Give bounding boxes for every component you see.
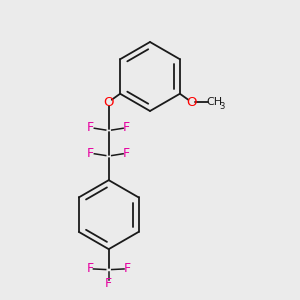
Text: F: F xyxy=(123,147,130,160)
Text: F: F xyxy=(86,262,93,275)
Text: 3: 3 xyxy=(219,102,225,111)
Text: F: F xyxy=(87,147,94,160)
Text: F: F xyxy=(123,121,130,134)
Text: O: O xyxy=(186,96,196,109)
Text: F: F xyxy=(124,262,131,275)
Text: F: F xyxy=(87,121,94,134)
Text: O: O xyxy=(103,96,114,109)
Text: F: F xyxy=(105,278,112,290)
Text: CH: CH xyxy=(207,97,223,107)
